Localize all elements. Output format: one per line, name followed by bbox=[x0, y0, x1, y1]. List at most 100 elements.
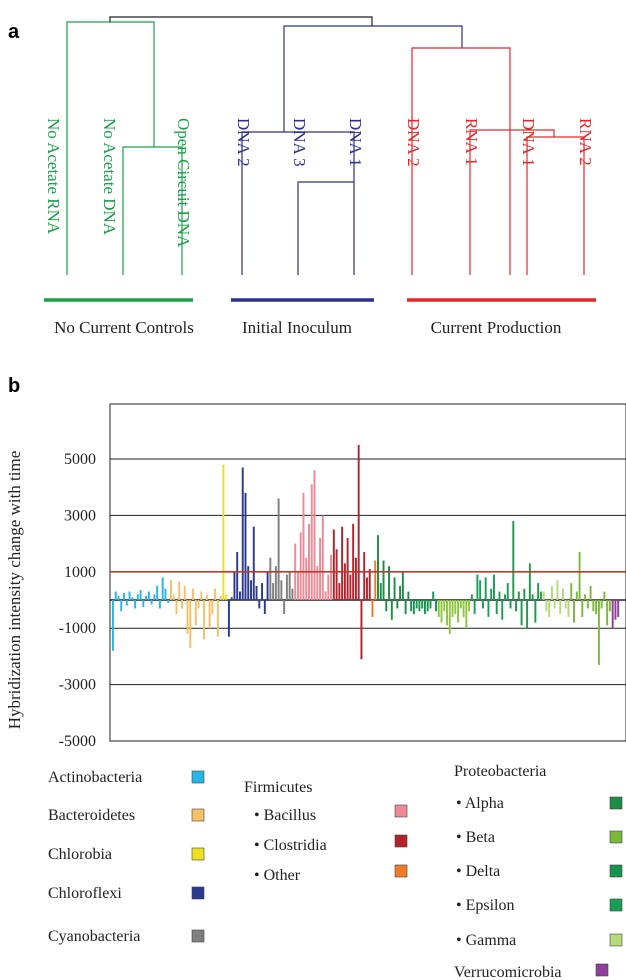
y-axis-label: Hybridization intensity change with time bbox=[5, 451, 24, 730]
bar bbox=[473, 600, 476, 615]
bar bbox=[181, 600, 183, 609]
bar bbox=[346, 537, 349, 600]
bar bbox=[377, 535, 379, 600]
legend-label: • Alpha bbox=[456, 795, 504, 812]
legend-group-title: Proteobacteria bbox=[454, 763, 546, 780]
bar bbox=[534, 600, 537, 623]
group-label: Current Production bbox=[431, 318, 562, 337]
bar bbox=[200, 591, 203, 600]
bar bbox=[366, 577, 368, 600]
legend-label: Bacteroidetes bbox=[48, 807, 135, 824]
bar bbox=[158, 600, 161, 609]
bar bbox=[584, 594, 587, 600]
leaf-label: No Acetate RNA bbox=[44, 118, 63, 235]
bar bbox=[352, 523, 355, 600]
bar bbox=[504, 594, 506, 600]
bar bbox=[443, 600, 446, 612]
bar bbox=[269, 557, 272, 600]
bar bbox=[136, 594, 139, 600]
bar bbox=[399, 585, 402, 600]
bar bbox=[495, 600, 498, 615]
legend-label: • Gamma bbox=[456, 932, 516, 949]
bar bbox=[553, 600, 556, 609]
bar bbox=[407, 591, 410, 600]
bar bbox=[481, 600, 484, 609]
branch-red-outer bbox=[411, 47, 511, 275]
bar bbox=[550, 585, 553, 600]
bar bbox=[575, 591, 578, 600]
y-tick-label: -5000 bbox=[59, 733, 96, 750]
bar bbox=[211, 600, 214, 615]
bar bbox=[597, 600, 600, 665]
leaf-label: No Acetate DNA bbox=[100, 118, 119, 236]
bar bbox=[341, 526, 344, 600]
y-tick-label: 3000 bbox=[64, 507, 96, 524]
bar bbox=[283, 600, 286, 615]
bar bbox=[542, 591, 545, 600]
bar bbox=[479, 580, 482, 600]
bar bbox=[404, 600, 407, 615]
panel-a-dendrogram: a No Acetate RNA No Acetate DNA Open Circu… bbox=[8, 16, 596, 337]
bar bbox=[410, 600, 413, 612]
bar bbox=[470, 594, 473, 600]
bar bbox=[123, 592, 125, 600]
bar bbox=[288, 571, 291, 600]
legend-group-title: Firmicutes bbox=[244, 779, 312, 796]
bar bbox=[617, 600, 620, 617]
bar bbox=[338, 583, 341, 600]
bar bbox=[219, 595, 222, 600]
bar bbox=[528, 563, 531, 600]
bar bbox=[564, 600, 567, 609]
leaf-label: Open Circuit DNA bbox=[174, 118, 193, 248]
bar bbox=[343, 563, 346, 600]
bar bbox=[531, 594, 534, 600]
bar bbox=[172, 594, 175, 600]
bar bbox=[501, 600, 504, 620]
legend-swatch bbox=[394, 864, 408, 878]
legend-swatch bbox=[609, 796, 623, 810]
bar bbox=[175, 600, 178, 615]
bar bbox=[161, 577, 164, 600]
leaf-label: DNA 2 bbox=[234, 118, 253, 167]
bar bbox=[429, 600, 432, 609]
bar bbox=[435, 600, 437, 612]
y-tick-label: 1000 bbox=[64, 564, 96, 581]
bar bbox=[272, 583, 275, 600]
legend-label: Chloroflexi bbox=[48, 885, 122, 902]
bar bbox=[192, 588, 194, 600]
bar bbox=[465, 600, 468, 629]
bar bbox=[412, 600, 415, 615]
bar bbox=[586, 600, 589, 609]
bar bbox=[363, 552, 366, 600]
bar bbox=[247, 566, 250, 600]
legend-label: Cyanobacteria bbox=[48, 928, 140, 945]
bar bbox=[197, 600, 200, 609]
bar bbox=[227, 600, 230, 637]
branch-blue-top bbox=[283, 25, 463, 132]
legend-swatch bbox=[595, 963, 609, 977]
bar bbox=[548, 600, 551, 617]
legend-swatch bbox=[609, 898, 623, 912]
bar bbox=[239, 591, 241, 600]
bar bbox=[134, 600, 137, 609]
leaf-label: RNA 2 bbox=[576, 118, 595, 166]
bar bbox=[120, 600, 123, 612]
bar bbox=[415, 600, 418, 609]
bar bbox=[509, 600, 512, 609]
plot-area: 5000 3000 1000 -1000 -3000 -5000 bbox=[59, 403, 626, 750]
bar bbox=[437, 600, 440, 617]
bar bbox=[189, 600, 192, 648]
bar bbox=[592, 600, 595, 612]
bar bbox=[291, 588, 294, 600]
bar bbox=[468, 600, 471, 612]
bar bbox=[357, 444, 360, 600]
bar bbox=[567, 600, 570, 617]
bar bbox=[216, 600, 219, 637]
bar bbox=[285, 574, 288, 600]
bar bbox=[506, 583, 509, 600]
bar bbox=[327, 574, 330, 600]
bar bbox=[600, 600, 603, 609]
bar bbox=[255, 585, 258, 600]
legend-label: • Delta bbox=[456, 863, 500, 880]
legend-swatch bbox=[609, 830, 623, 844]
